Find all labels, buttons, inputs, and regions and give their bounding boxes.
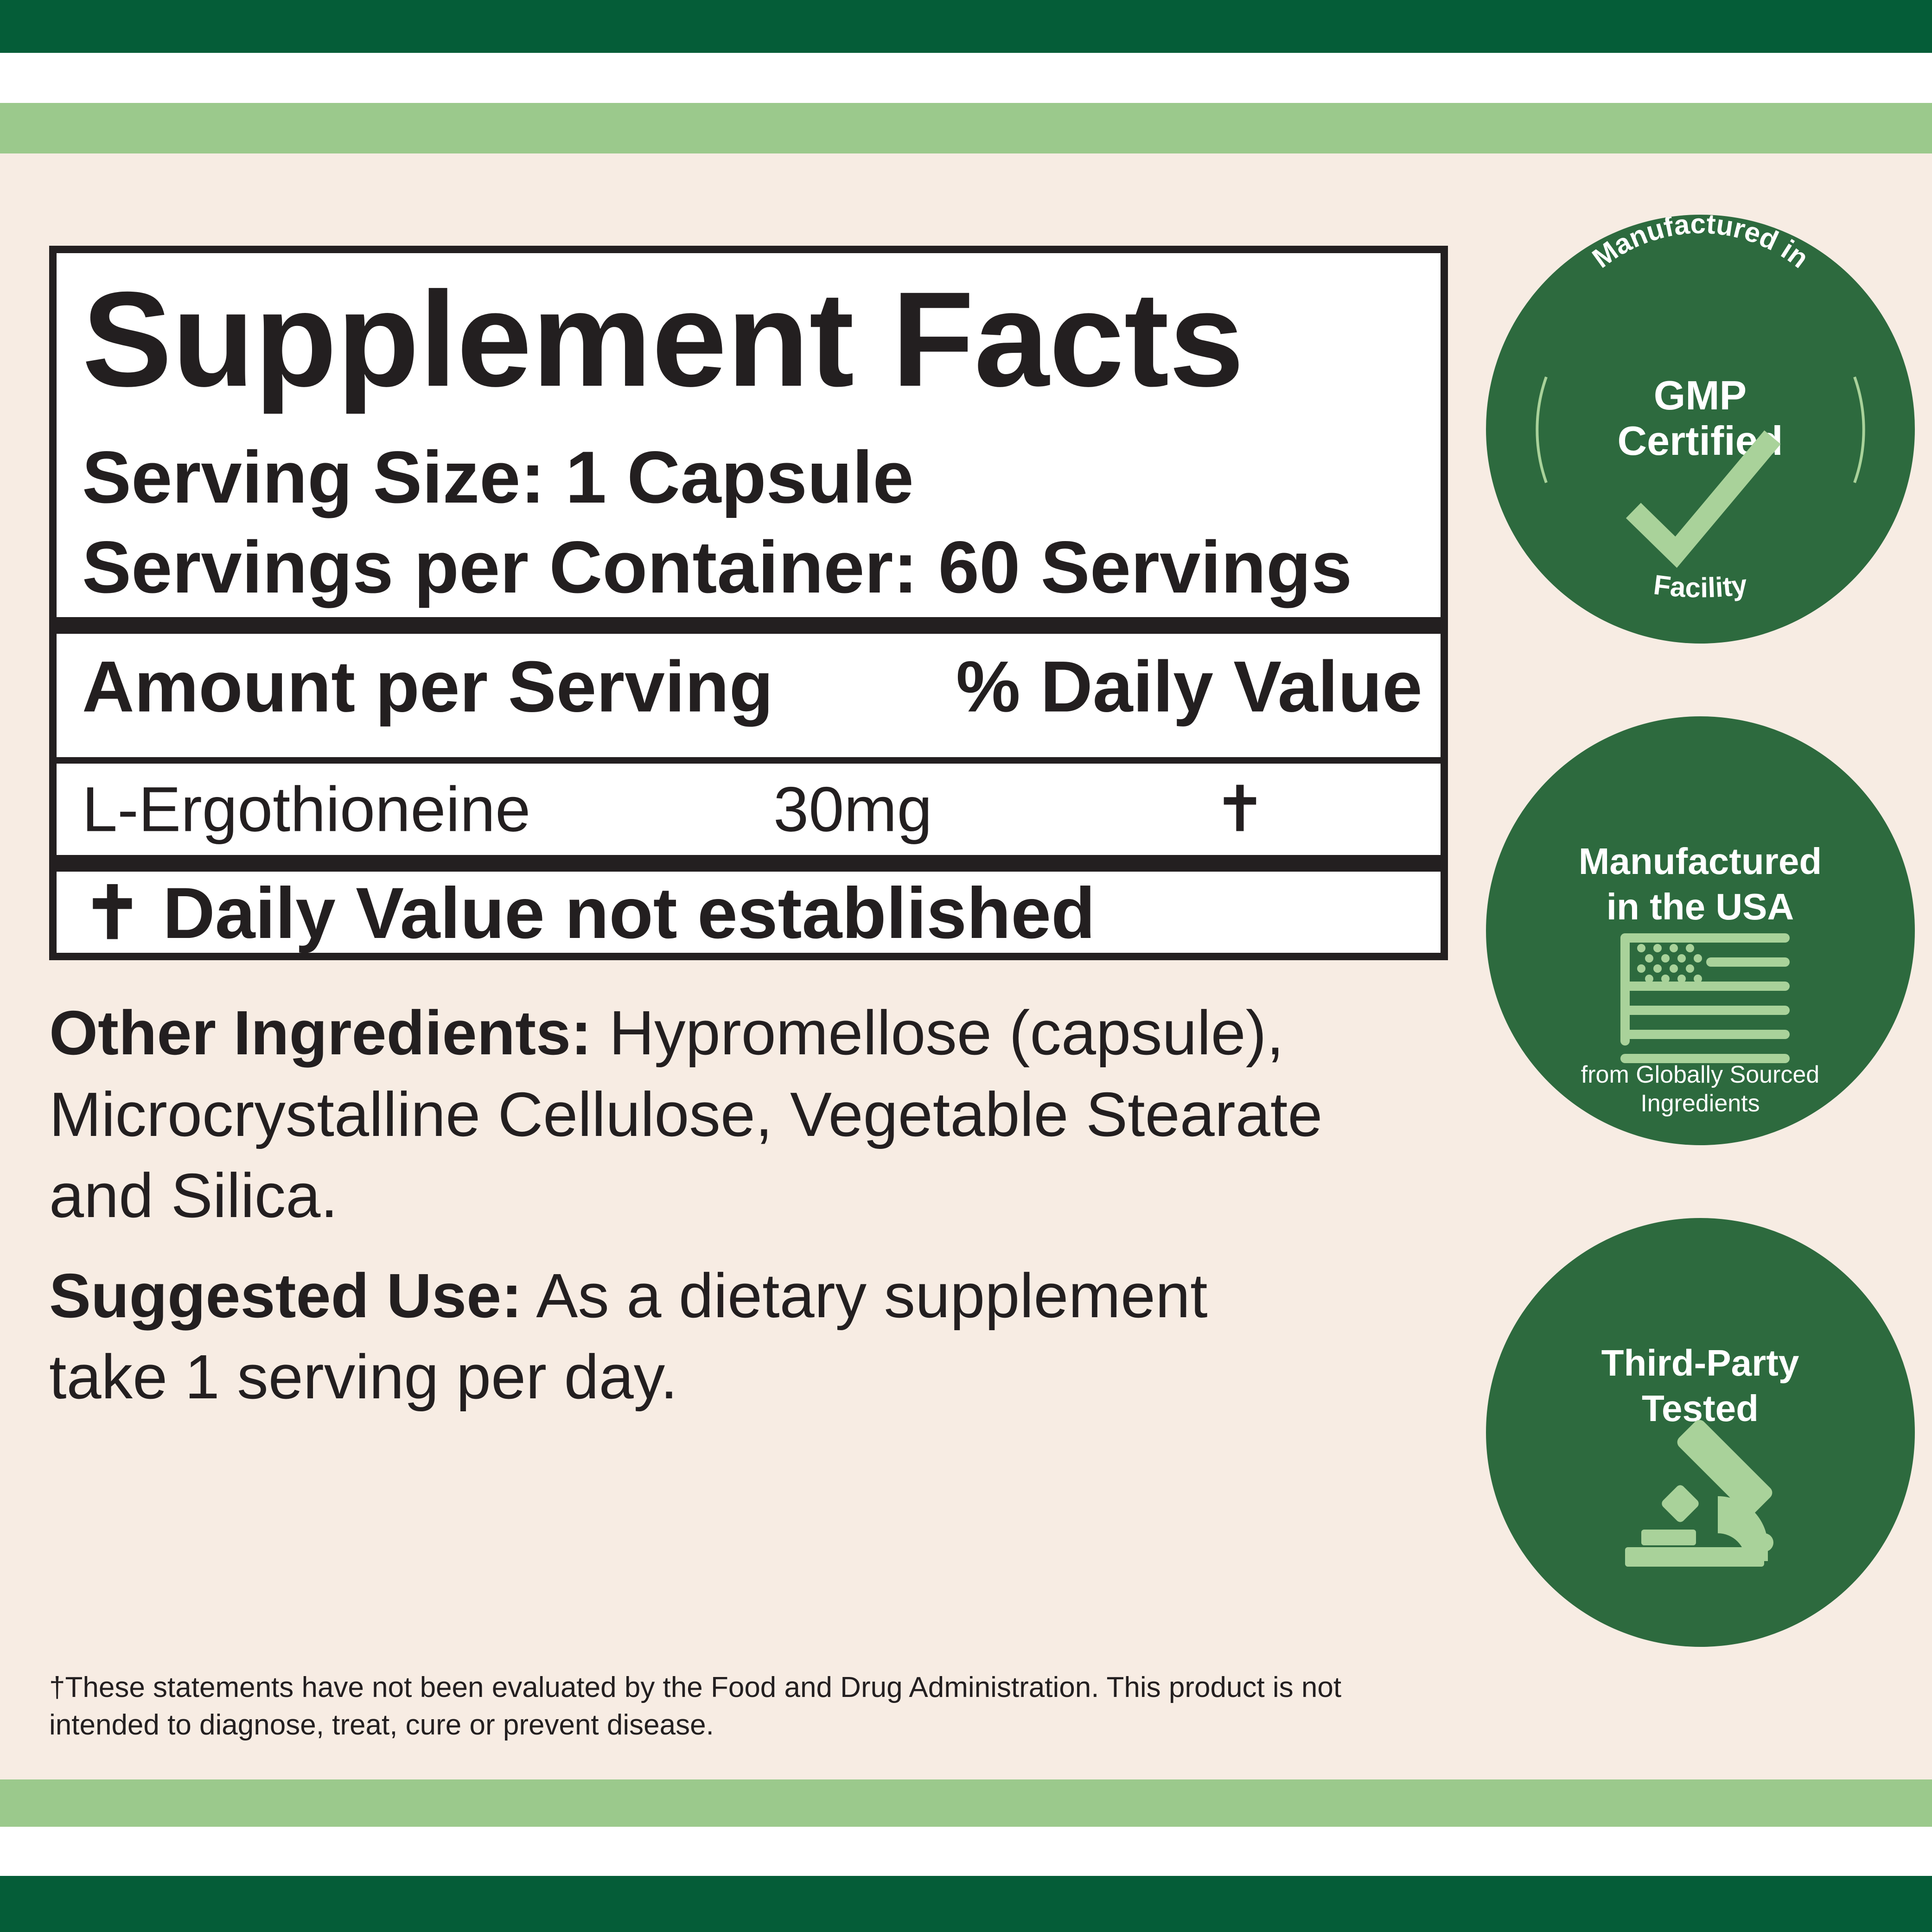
svg-text:in the USA: in the USA — [1607, 886, 1794, 927]
svg-text:Manufactured in: Manufactured in — [1587, 215, 1814, 274]
svg-text:GMP: GMP — [1654, 372, 1747, 418]
svg-text:Third-Party: Third-Party — [1601, 1342, 1799, 1384]
svg-text:Manufactured: Manufactured — [1579, 841, 1822, 882]
svg-text:from Globally Sourced: from Globally Sourced — [1581, 1061, 1819, 1088]
svg-text:Ingredients: Ingredients — [1640, 1090, 1760, 1117]
svg-text:Facility: Facility — [1652, 569, 1749, 603]
